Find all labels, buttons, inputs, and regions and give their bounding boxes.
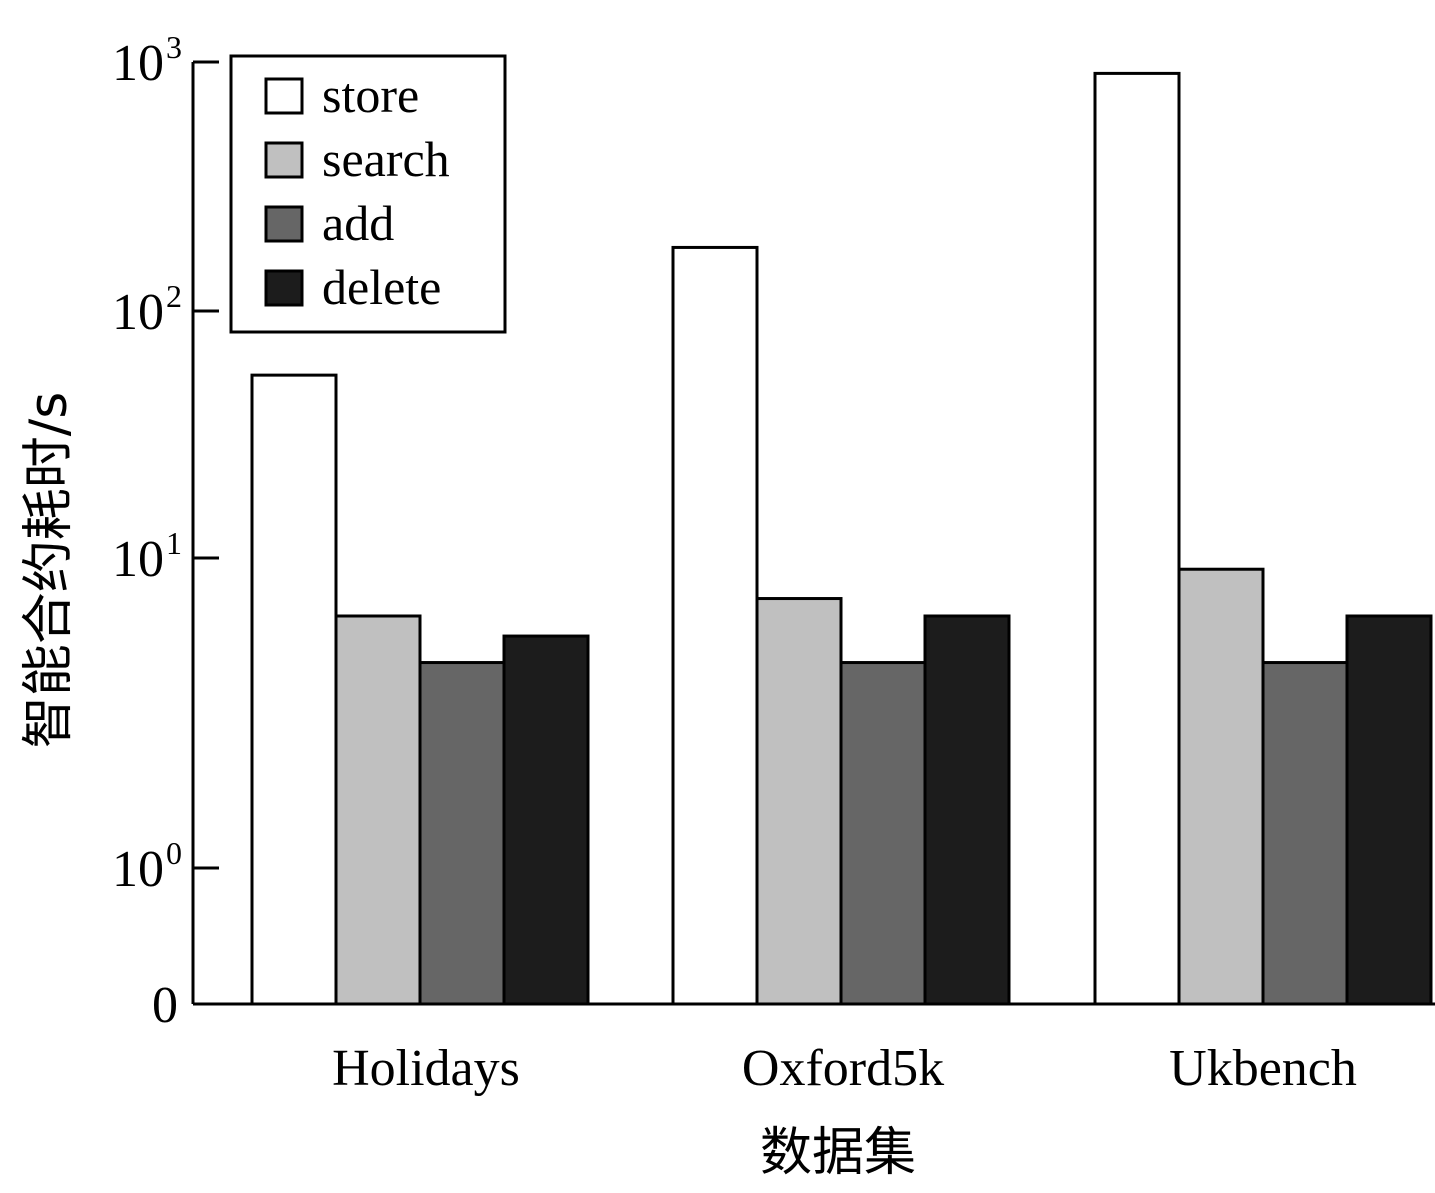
- bar-delete-holidays: [502, 634, 590, 1006]
- legend-swatch-add: [264, 205, 304, 243]
- legend-label-search: search: [322, 131, 450, 187]
- x-tick-label: Oxford5k: [742, 1040, 944, 1097]
- y-tick-exponent: 1: [166, 525, 182, 561]
- legend: store search add delete: [229, 54, 507, 334]
- legend-label-delete: delete: [322, 259, 441, 315]
- y-tick-label: 10: [112, 35, 164, 92]
- x-tick-label: Holidays: [332, 1040, 520, 1097]
- bars-layer: [250, 71, 1433, 1006]
- y-tick-label: 10: [112, 284, 164, 341]
- bar-add-ukbench: [1261, 661, 1349, 1006]
- bar-delete-oxford5k: [923, 614, 1011, 1006]
- legend-swatch-delete: [264, 269, 304, 307]
- x-axis-label: 数据集: [760, 1123, 916, 1183]
- y-tick-label: 0: [152, 977, 178, 1034]
- axes-layer: [191, 62, 1435, 1006]
- y-tick-exponent: 2: [166, 278, 182, 314]
- legend-label-store: store: [322, 67, 419, 123]
- bar-store-ukbench: [1093, 71, 1181, 1006]
- bar-search-holidays: [334, 614, 422, 1006]
- legend-swatch-store: [264, 77, 304, 115]
- y-axis-label: 智能合约耗时/s: [19, 392, 79, 749]
- bar-store-oxford5k: [671, 245, 759, 1006]
- x-tick-label: Ukbench: [1169, 1040, 1357, 1097]
- bar-search-oxford5k: [755, 597, 843, 1006]
- bar-add-holidays: [418, 661, 506, 1006]
- bar-delete-ukbench: [1345, 614, 1433, 1006]
- y-tick-label: 10: [112, 531, 164, 588]
- x-ticks-layer: Holidays Oxford5k Ukbench: [332, 1040, 1357, 1097]
- bar-store-holidays: [250, 373, 338, 1006]
- legend-label-add: add: [322, 195, 394, 251]
- legend-swatch-search: [264, 141, 304, 179]
- y-tick-exponent: 3: [166, 29, 182, 65]
- bar-search-ukbench: [1177, 567, 1265, 1006]
- bar-add-oxford5k: [839, 661, 927, 1006]
- y-tick-label: 10: [112, 841, 164, 898]
- y-tick-exponent: 0: [166, 835, 182, 871]
